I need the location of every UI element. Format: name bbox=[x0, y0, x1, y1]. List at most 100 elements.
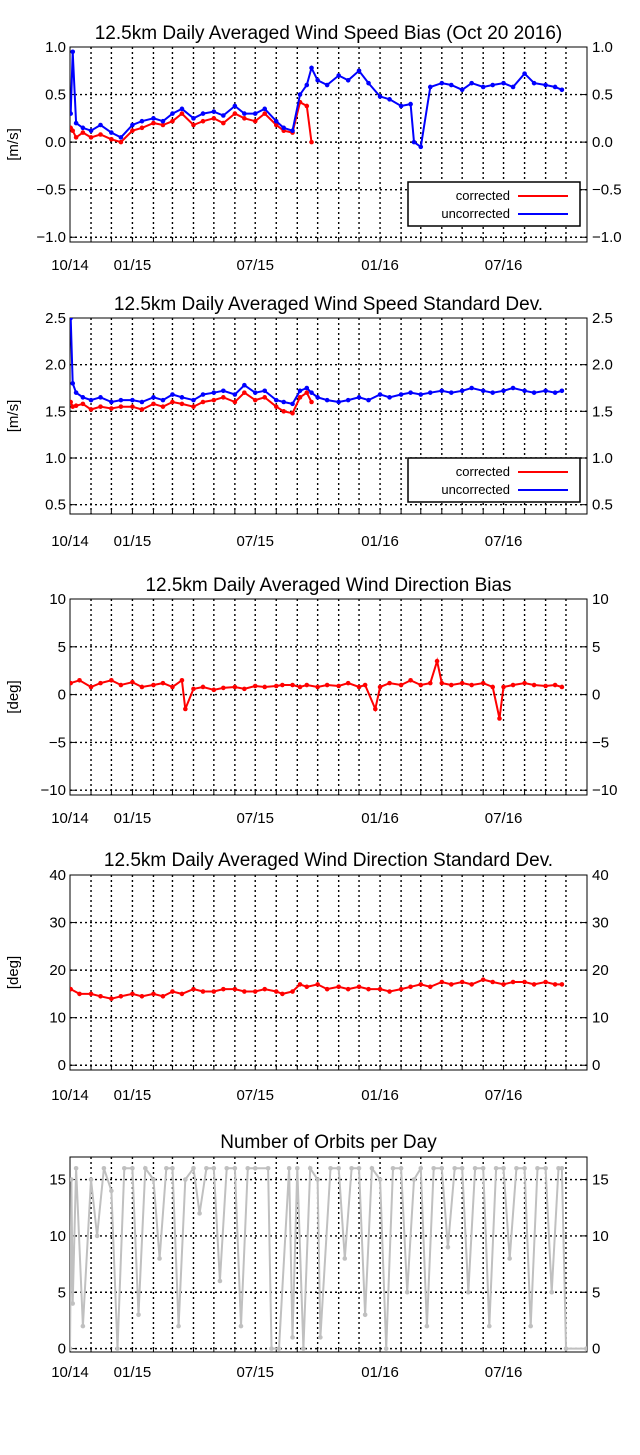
data-point bbox=[139, 684, 145, 690]
data-point bbox=[191, 1165, 196, 1171]
data-point bbox=[252, 111, 258, 116]
series-group bbox=[70, 49, 565, 150]
vertical-gridlines bbox=[90, 318, 567, 514]
data-point bbox=[151, 395, 156, 400]
data-point bbox=[200, 684, 206, 690]
data-point bbox=[151, 991, 156, 997]
data-point bbox=[398, 1165, 404, 1171]
y-tick-label-left: 5 bbox=[58, 1284, 66, 1301]
data-point bbox=[273, 404, 279, 409]
data-point bbox=[304, 390, 310, 395]
data-point bbox=[73, 1165, 79, 1171]
data-point bbox=[98, 395, 103, 400]
data-point bbox=[398, 103, 404, 109]
data-point bbox=[130, 404, 135, 409]
x-tick-label: 01/15 bbox=[114, 1087, 152, 1104]
data-point bbox=[522, 71, 527, 76]
data-point bbox=[439, 80, 445, 86]
data-point bbox=[366, 986, 371, 992]
data-point bbox=[280, 991, 285, 997]
data-point bbox=[387, 680, 392, 686]
data-point bbox=[211, 687, 217, 693]
data-point bbox=[309, 390, 314, 395]
y-tick-label-right: 0.5 bbox=[592, 497, 613, 514]
data-point bbox=[559, 684, 565, 690]
chart-panel-3: 12.5km Daily Averaged Wind Direction Bia… bbox=[5, 575, 617, 827]
y-tick-label-left: 0.5 bbox=[45, 87, 66, 104]
y-tick-label-right: 1.0 bbox=[592, 450, 613, 467]
data-point bbox=[200, 118, 206, 124]
data-point bbox=[377, 684, 383, 690]
data-point bbox=[252, 397, 258, 403]
data-point bbox=[200, 989, 206, 994]
data-point bbox=[294, 1165, 300, 1171]
y-tick-label-left: −10 bbox=[41, 782, 66, 799]
data-point bbox=[80, 395, 86, 400]
data-point bbox=[469, 682, 474, 688]
data-point bbox=[324, 986, 330, 992]
data-point bbox=[356, 1165, 362, 1171]
y-tick-label-left: 30 bbox=[49, 915, 66, 932]
data-point bbox=[70, 111, 73, 116]
data-point bbox=[390, 1165, 396, 1171]
series-group bbox=[70, 318, 565, 416]
data-point bbox=[315, 684, 320, 690]
data-point bbox=[80, 125, 86, 131]
x-tick-label: 07/16 bbox=[485, 810, 523, 827]
data-point bbox=[549, 1289, 555, 1295]
y-tick-label-right: 0 bbox=[592, 1341, 600, 1358]
x-tick-label: 01/16 bbox=[361, 810, 399, 827]
series-group bbox=[70, 977, 565, 1001]
x-tick-label: 07/16 bbox=[485, 1364, 523, 1381]
y-axis-label: [deg] bbox=[5, 680, 22, 713]
data-point bbox=[531, 80, 537, 86]
y-tick-label-left: 0.0 bbox=[45, 134, 66, 151]
data-point bbox=[427, 984, 433, 990]
y-tick-label-left: 40 bbox=[49, 867, 66, 884]
data-point bbox=[336, 683, 341, 689]
y-tick-label-right: 15 bbox=[592, 1172, 609, 1189]
data-point bbox=[118, 397, 124, 403]
data-point bbox=[252, 683, 258, 689]
data-point bbox=[490, 684, 495, 690]
data-point bbox=[411, 139, 417, 145]
data-point bbox=[191, 986, 196, 992]
data-point bbox=[109, 677, 114, 683]
y-tick-label-left: 10 bbox=[49, 1010, 66, 1027]
data-point bbox=[130, 679, 135, 685]
data-point bbox=[160, 397, 166, 403]
data-point bbox=[273, 397, 279, 403]
chart-title: 12.5km Daily Averaged Wind Speed Standar… bbox=[114, 294, 543, 315]
data-point bbox=[366, 80, 371, 86]
data-point bbox=[160, 993, 166, 999]
data-point bbox=[356, 684, 362, 690]
data-point bbox=[552, 682, 558, 688]
data-point bbox=[262, 388, 268, 394]
data-point bbox=[324, 82, 330, 88]
data-point bbox=[273, 122, 279, 128]
data-point bbox=[304, 984, 310, 990]
x-tick-label: 07/16 bbox=[485, 1087, 523, 1104]
x-tick-label: 10/14 bbox=[51, 1087, 89, 1104]
x-tick-label: 01/15 bbox=[114, 533, 152, 550]
data-point bbox=[559, 388, 565, 394]
data-point bbox=[459, 979, 465, 985]
data-point bbox=[304, 103, 310, 109]
data-point bbox=[191, 397, 196, 403]
data-point bbox=[262, 395, 268, 400]
data-point bbox=[408, 984, 413, 990]
data-point bbox=[232, 103, 238, 109]
data-point bbox=[109, 136, 114, 142]
data-point bbox=[77, 991, 82, 997]
data-point bbox=[469, 982, 474, 987]
data-point bbox=[459, 680, 465, 686]
chart-title: 12.5km Daily Averaged Wind Direction Bia… bbox=[145, 575, 511, 596]
data-point bbox=[217, 1278, 223, 1284]
data-point bbox=[109, 1188, 114, 1194]
data-point bbox=[232, 111, 238, 116]
data-point bbox=[118, 404, 124, 409]
y-tick-label-right: 2.5 bbox=[592, 310, 613, 327]
data-point bbox=[356, 395, 362, 400]
data-point bbox=[559, 982, 565, 987]
data-point bbox=[88, 1177, 94, 1182]
